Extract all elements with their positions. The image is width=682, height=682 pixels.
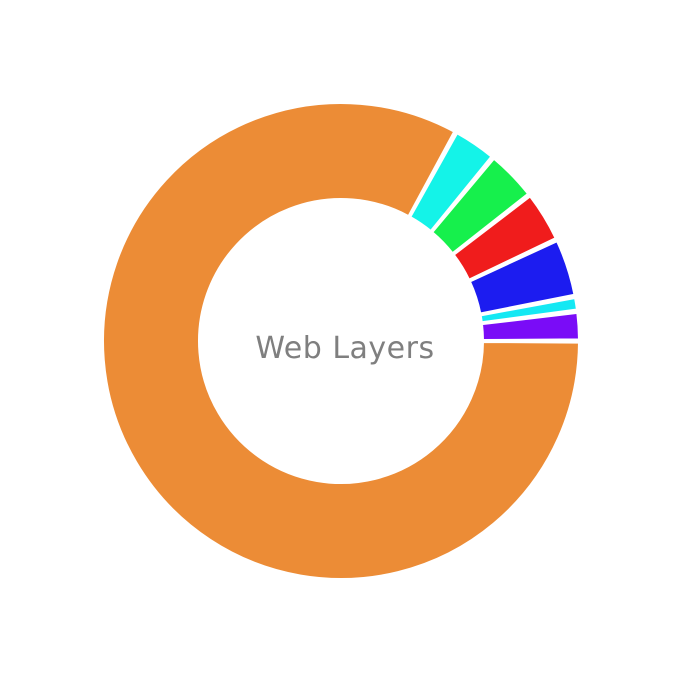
donut-slice-4[interactable] (452, 195, 557, 281)
center-label: Web Layers (255, 331, 434, 366)
donut-slice-5[interactable] (468, 240, 576, 315)
donut-slice-1[interactable] (102, 102, 580, 580)
donut-slice-6[interactable] (479, 297, 578, 324)
donut-slice-2[interactable] (409, 132, 493, 232)
donut-slices (102, 102, 580, 580)
donut-slice-7[interactable] (481, 311, 580, 342)
donut-slice-3[interactable] (431, 157, 530, 255)
